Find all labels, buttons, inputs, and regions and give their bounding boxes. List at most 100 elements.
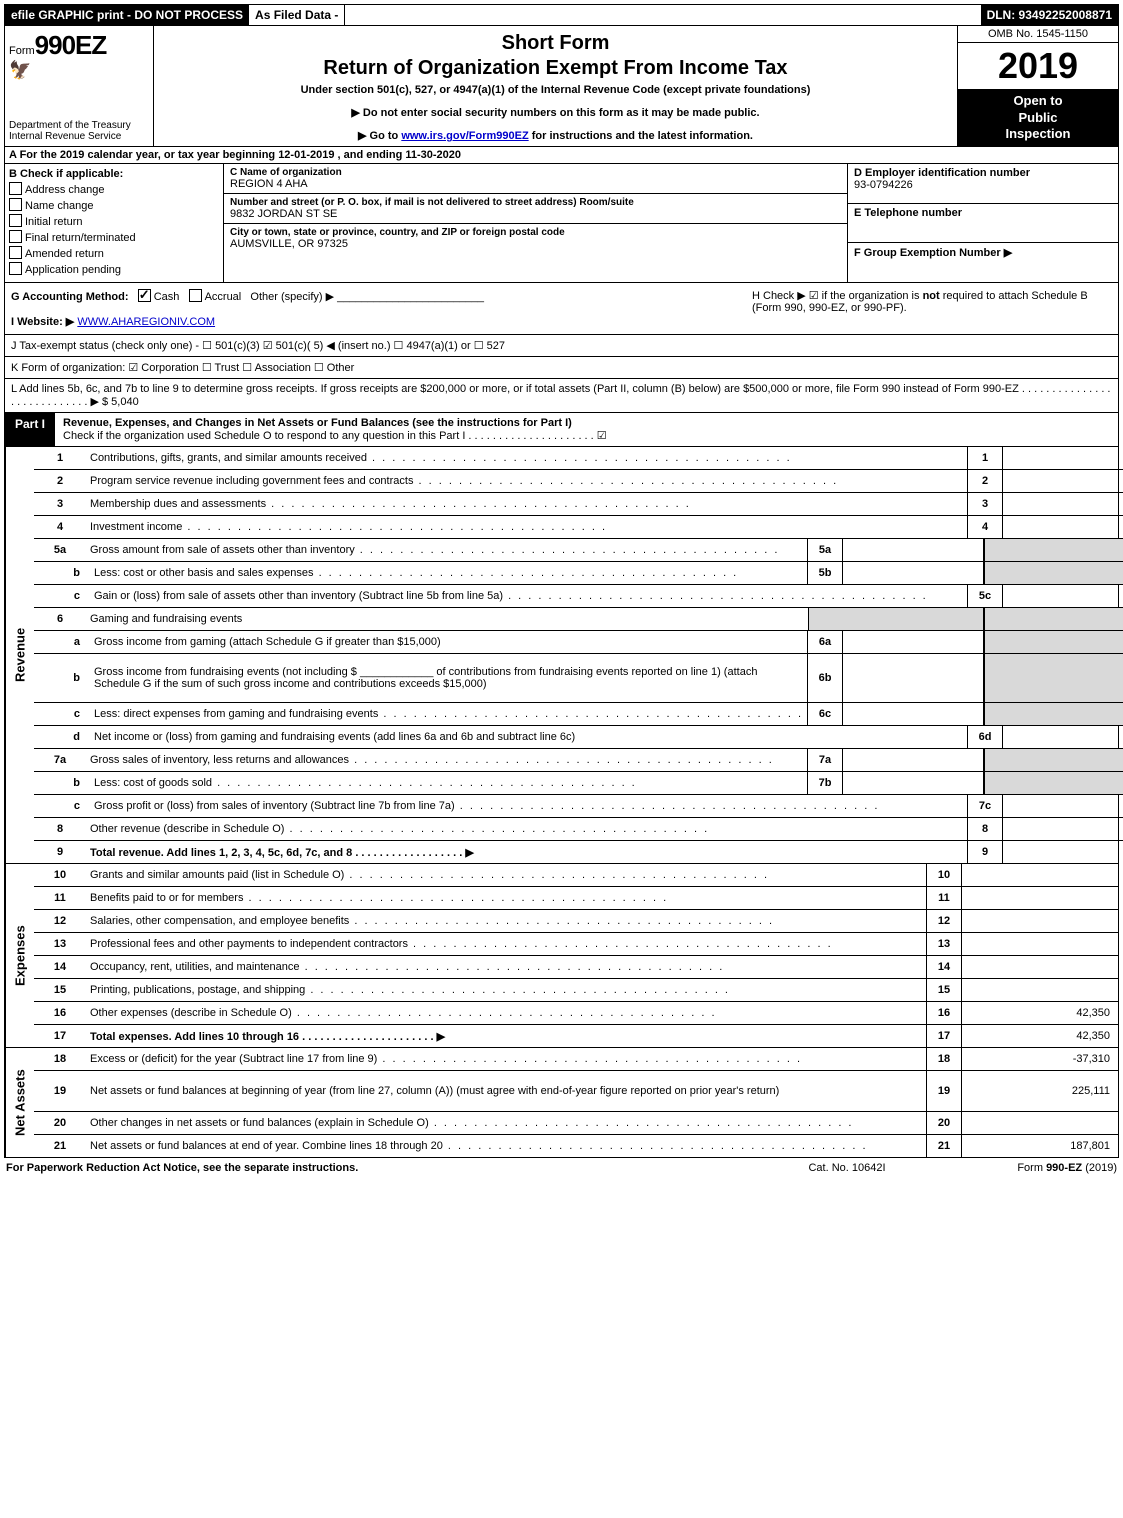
grey-cell (984, 608, 1123, 630)
line-midnum: 5a (807, 539, 843, 561)
cb-name-change[interactable]: Name change (9, 198, 219, 212)
grey-cell (984, 703, 1123, 725)
cb-label: Address change (25, 184, 105, 196)
line-num: 2 (34, 472, 86, 490)
expenses-section: Expenses 10 Grants and similar amounts p… (4, 864, 1119, 1048)
line-12: 12 Salaries, other compensation, and emp… (34, 910, 1118, 933)
i-label: I Website: ▶ (11, 316, 74, 328)
cb-application-pending[interactable]: Application pending (9, 262, 219, 276)
line-rval (962, 933, 1118, 955)
l-value: 5,040 (111, 396, 139, 408)
line-rnum: 2 (967, 470, 1003, 492)
revenue-section: Revenue 1 Contributions, gifts, grants, … (4, 447, 1119, 864)
b-header: B Check if applicable: (9, 168, 219, 180)
form-header: Form990EZ 🦅 Department of the Treasury I… (4, 26, 1119, 147)
line-rnum: 17 (926, 1025, 962, 1047)
line-7b: b Less: cost of goods sold 7b (34, 772, 1123, 795)
line-desc: Less: cost or other basis and sales expe… (90, 564, 807, 582)
h-text1: H Check ▶ ☑ if the organization is (752, 290, 923, 302)
line-desc: Grants and similar amounts paid (list in… (86, 866, 926, 884)
line-11: 11 Benefits paid to or for members 11 (34, 887, 1118, 910)
line-2: 2 Program service revenue including gove… (34, 470, 1123, 493)
line-5a: 5a Gross amount from sale of assets othe… (34, 539, 1123, 562)
omb-number: OMB No. 1545-1150 (958, 26, 1118, 43)
checkbox-icon (9, 246, 22, 259)
cb-accrual-icon[interactable] (189, 289, 202, 302)
line-rnum: 19 (926, 1071, 962, 1111)
org-street-label: Number and street (or P. O. box, if mail… (230, 197, 841, 208)
line-num: 12 (34, 912, 86, 930)
line-num: d (34, 728, 90, 746)
cb-cash-icon[interactable] (138, 289, 151, 302)
cb-initial-return[interactable]: Initial return (9, 214, 219, 228)
line-15: 15 Printing, publications, postage, and … (34, 979, 1118, 1002)
line-10: 10 Grants and similar amounts paid (list… (34, 864, 1118, 887)
line-rval (1003, 585, 1123, 607)
grey-cell (984, 772, 1123, 794)
form-number-big: 990EZ (35, 30, 107, 60)
line-desc: Printing, publications, postage, and shi… (86, 981, 926, 999)
top-bar: efile GRAPHIC print - DO NOT PROCESS As … (4, 4, 1119, 26)
line-midval (843, 772, 984, 794)
line-21: 21 Net assets or fund balances at end of… (34, 1135, 1118, 1157)
line-num: a (34, 633, 90, 651)
accrual-label: Accrual (205, 291, 242, 303)
line-num: 17 (34, 1027, 86, 1045)
line-num: 5a (34, 541, 86, 559)
line-desc: Excess or (deficit) for the year (Subtra… (86, 1050, 926, 1068)
col-c-org: C Name of organization REGION 4 AHA Numb… (224, 164, 847, 282)
cb-label: Amended return (25, 248, 104, 260)
instr2-pre: ▶ Go to (358, 130, 401, 142)
row-l-gross: L Add lines 5b, 6c, and 7b to line 9 to … (4, 379, 1119, 413)
instr2-post: for instructions and the latest informat… (529, 130, 753, 142)
checkbox-icon (9, 198, 22, 211)
efile-label: efile GRAPHIC print - DO NOT PROCESS (5, 5, 249, 25)
footer-center: Cat. No. 10642I (747, 1162, 947, 1174)
line-5c: c Gain or (loss) from sale of assets oth… (34, 585, 1123, 608)
line-num: 15 (34, 981, 86, 999)
line-num: 16 (34, 1004, 86, 1022)
row-gh: G Accounting Method: Cash Accrual Other … (4, 283, 1119, 335)
line-rnum: 15 (926, 979, 962, 1001)
line-num: 1 (34, 449, 86, 467)
open-public-badge: Open to Public Inspection (958, 89, 1118, 146)
header-center: Short Form Return of Organization Exempt… (154, 26, 957, 146)
org-name-row: C Name of organization REGION 4 AHA (224, 164, 847, 194)
line-4: 4 Investment income 4 1,588 (34, 516, 1123, 539)
line-num: 9 (34, 843, 86, 861)
cb-amended-return[interactable]: Amended return (9, 246, 219, 260)
row-k-orgform: K Form of organization: ☑ Corporation ☐ … (4, 357, 1119, 379)
col-def: D Employer identification number 93-0794… (847, 164, 1118, 282)
line-num: 6 (34, 610, 86, 628)
line-num: b (34, 669, 90, 687)
cb-final-return[interactable]: Final return/terminated (9, 230, 219, 244)
checkbox-icon (9, 262, 22, 275)
line-desc: Gross sales of inventory, less returns a… (86, 751, 807, 769)
line-desc: Other revenue (describe in Schedule O) (86, 820, 967, 838)
org-name-label: C Name of organization (230, 167, 841, 178)
grey-cell (984, 562, 1123, 584)
dln-label: DLN: 93492252008871 (981, 5, 1118, 25)
col-b-checkboxes: B Check if applicable: Address change Na… (5, 164, 224, 282)
line-num: c (34, 705, 90, 723)
line-desc: Gross amount from sale of assets other t… (86, 541, 807, 559)
line-3: 3 Membership dues and assessments 3 280 (34, 493, 1123, 516)
netassets-lines: 18 Excess or (deficit) for the year (Sub… (34, 1048, 1118, 1157)
line-13: 13 Professional fees and other payments … (34, 933, 1118, 956)
website-row: I Website: ▶ WWW.AHAREGIONIV.COM (11, 315, 752, 328)
line-midnum: 6a (807, 631, 843, 653)
line-rval: 42,350 (962, 1002, 1118, 1024)
line-7a: 7a Gross sales of inventory, less return… (34, 749, 1123, 772)
subtitle: Under section 501(c), 527, or 4947(a)(1)… (162, 84, 949, 96)
irs-link[interactable]: www.irs.gov/Form990EZ (401, 130, 528, 142)
cb-address-change[interactable]: Address change (9, 182, 219, 196)
revenue-lines: 1 Contributions, gifts, grants, and simi… (34, 447, 1123, 863)
h-schedule-b: H Check ▶ ☑ if the organization is not r… (752, 289, 1112, 328)
website-link[interactable]: WWW.AHAREGIONIV.COM (77, 316, 215, 328)
open-line2: Public (960, 110, 1116, 126)
line-rnum: 12 (926, 910, 962, 932)
netassets-side-label: Net Assets (5, 1048, 34, 1157)
header-right: OMB No. 1545-1150 2019 Open to Public In… (957, 26, 1118, 146)
line-desc: Salaries, other compensation, and employ… (86, 912, 926, 930)
ein-label: D Employer identification number (854, 167, 1112, 179)
